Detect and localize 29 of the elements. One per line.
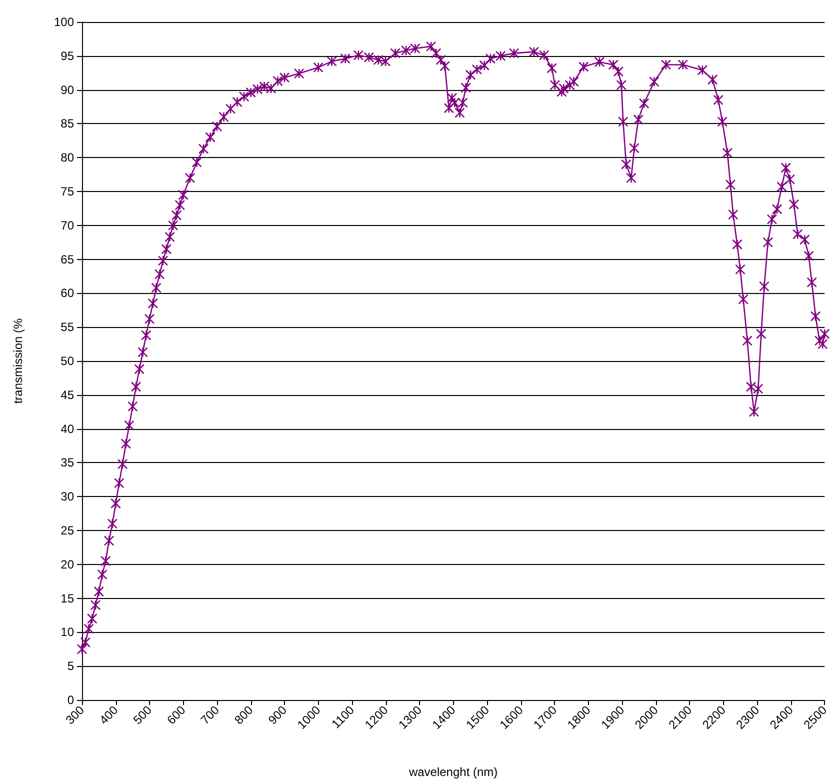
x-tick-label: 600 (164, 702, 188, 728)
y-tick-label: 55 (60, 320, 74, 334)
y-axis-title: transmission (% (11, 318, 25, 404)
y-tick-label: 60 (60, 286, 74, 300)
y-tick-label: 0 (67, 693, 74, 707)
x-tick-label: 500 (130, 702, 155, 728)
y-tick-label: 85 (60, 116, 74, 131)
y-tick-label: 65 (60, 252, 74, 266)
y-tick-label: 90 (60, 82, 74, 97)
y-tick-label: 40 (60, 422, 74, 436)
y-tick-label: 100 (54, 15, 74, 29)
y-tick-label: 35 (60, 456, 74, 470)
y-tick-label: 95 (60, 48, 74, 63)
x-tick-label: 800 (232, 702, 256, 728)
y-tick-label: 15 (60, 591, 74, 606)
y-tick-label: 5 (67, 659, 74, 674)
y-tick-label: 30 (60, 490, 74, 504)
y-tick-label: 80 (60, 150, 74, 165)
x-tick-label: 700 (198, 702, 222, 728)
y-tick-label: 10 (60, 625, 74, 640)
y-tick-label: 70 (60, 218, 74, 232)
x-tick-label: 400 (96, 702, 121, 728)
y-tick-label: 25 (60, 524, 74, 538)
y-tick-label: 20 (60, 557, 74, 572)
x-axis-title: wavelenght (nm) (408, 765, 498, 779)
y-tick-label: 50 (60, 354, 74, 368)
y-tick-label: 75 (60, 184, 74, 198)
y-tick-label: 45 (60, 388, 74, 402)
x-tick-label: 900 (265, 702, 290, 728)
